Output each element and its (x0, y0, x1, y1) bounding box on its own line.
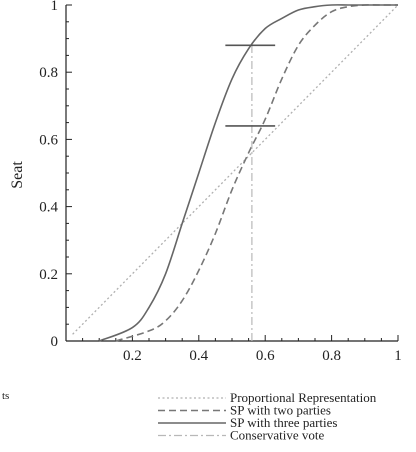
annotation-layer (225, 44, 276, 127)
x-tick-label: 0.4 (189, 348, 208, 364)
x-tick-label: 1 (394, 348, 402, 364)
y-tick-label: 1 (51, 0, 59, 14)
legend-label: SP with three parties (230, 415, 337, 430)
axes: 0.2 0.4 0.6 0.8 1 0 0.2 0.4 0.6 0.8 1 (39, 0, 402, 364)
legend-label: SP with two parties (230, 403, 331, 418)
series-line-sp-with-two-parties (115, 4, 398, 342)
clipped-side-text: ts (2, 390, 9, 402)
series-line-proportional-representation (72, 4, 399, 335)
y-tick-label: 0 (51, 334, 59, 350)
y-tick-label: 0.6 (39, 132, 58, 148)
legend-label: Proportional Representation (230, 390, 377, 405)
y-tick-label: 0.4 (39, 200, 58, 216)
series-line-sp-with-three-parties (98, 4, 398, 342)
legend-label: Conservative vote (230, 428, 324, 443)
y-axis-label: Seat (9, 161, 26, 189)
x-tick-label: 0.2 (123, 348, 142, 364)
x-tick-label: 0.8 (322, 348, 341, 364)
x-tick-label: 0.6 (256, 348, 275, 364)
y-tick-label: 0.8 (39, 65, 58, 81)
y-tick-label: 0.2 (39, 267, 58, 283)
series-layer (72, 4, 399, 342)
